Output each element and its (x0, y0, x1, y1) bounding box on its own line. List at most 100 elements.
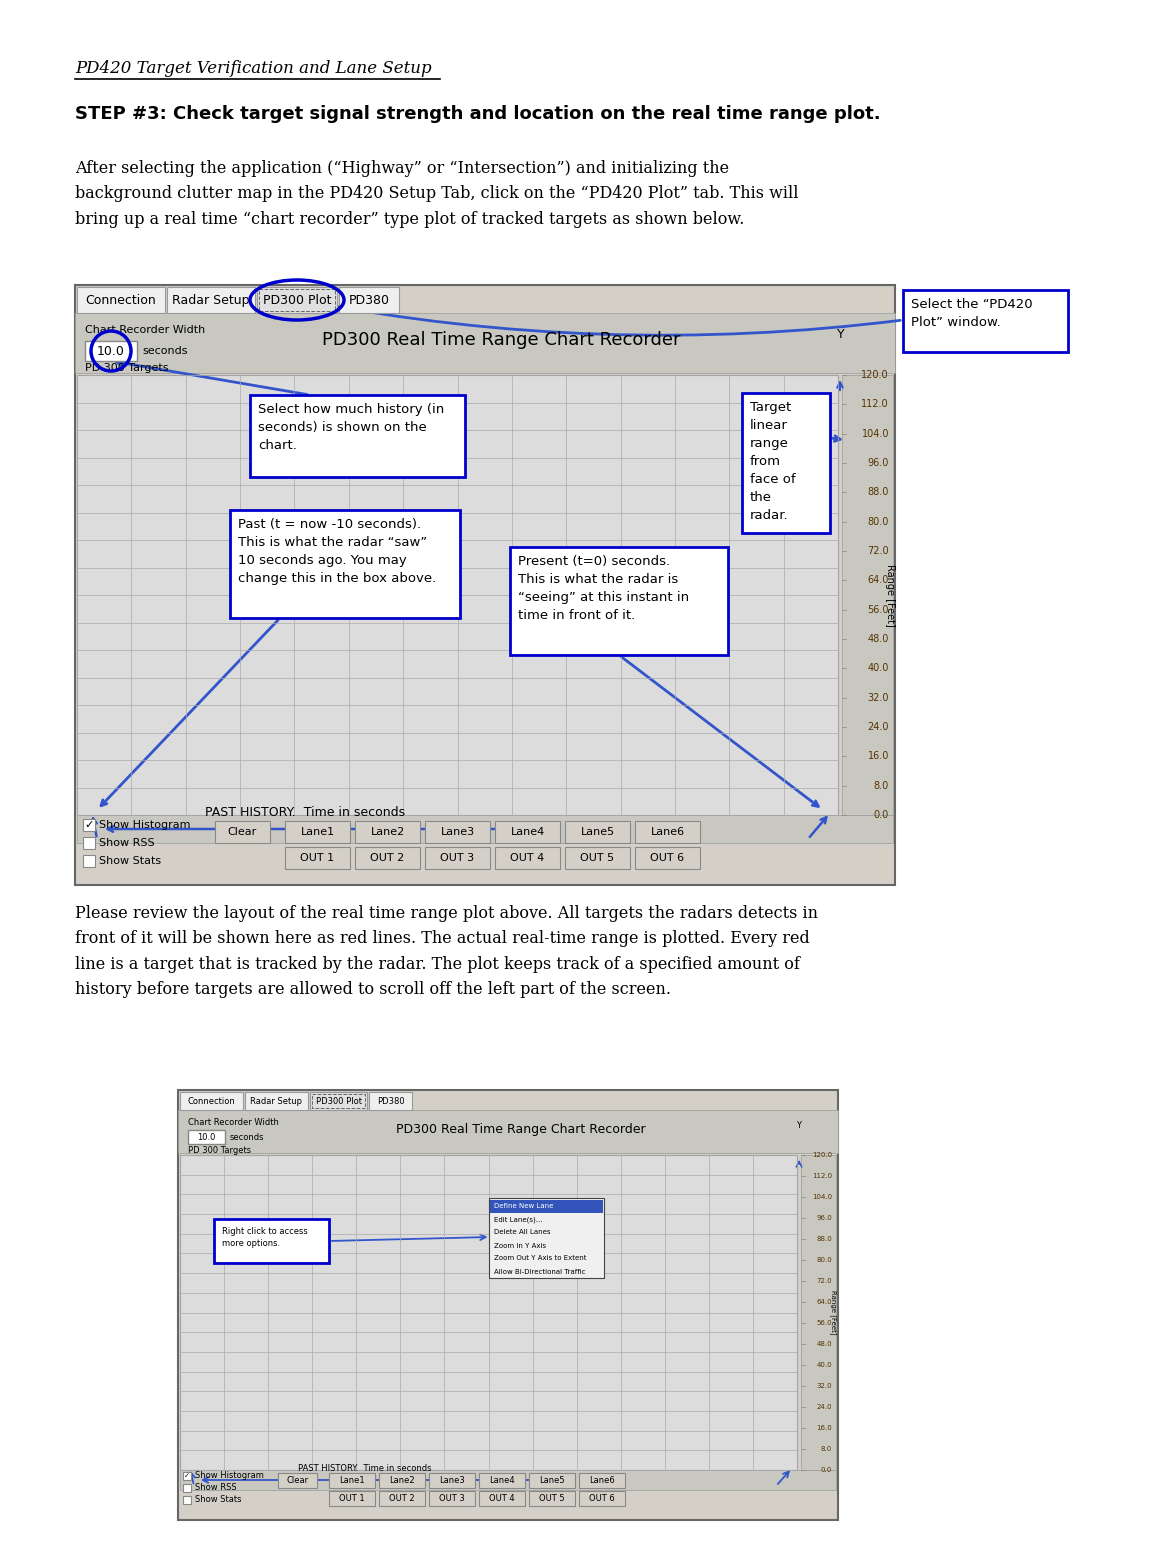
Bar (167, 287, 255, 313)
Text: Lane4: Lane4 (490, 1476, 515, 1485)
Text: 112.0: 112.0 (812, 1173, 832, 1179)
Text: 10.0: 10.0 (97, 344, 124, 358)
Text: 72.0: 72.0 (816, 1278, 832, 1284)
Bar (635, 847, 700, 869)
Text: Lane2: Lane2 (390, 1476, 414, 1485)
Text: 0.0: 0.0 (873, 810, 889, 819)
Bar (479, 1473, 525, 1489)
Bar (183, 1496, 191, 1504)
Bar (278, 1473, 317, 1489)
Text: OUT 3: OUT 3 (440, 853, 474, 863)
Text: OUT 1: OUT 1 (339, 1493, 365, 1503)
Text: Radar Setup: Radar Setup (250, 1097, 303, 1106)
Text: 48.0: 48.0 (868, 634, 889, 644)
Bar (490, 1200, 602, 1213)
Bar (178, 1090, 838, 1520)
Text: Target
linear
range
from
face of
the
radar.: Target linear range from face of the rad… (750, 401, 796, 522)
Bar (180, 1156, 797, 1470)
Bar (180, 1092, 243, 1111)
Text: 80.0: 80.0 (868, 517, 889, 527)
Bar (77, 287, 166, 313)
Text: 104.0: 104.0 (862, 429, 889, 438)
Bar (495, 847, 560, 869)
Text: 112.0: 112.0 (862, 400, 889, 409)
Bar (312, 1094, 365, 1108)
Text: OUT 4: OUT 4 (490, 1493, 515, 1503)
Text: Zoom In Y Axis: Zoom In Y Axis (493, 1242, 546, 1248)
Text: 8.0: 8.0 (873, 781, 889, 790)
Bar (329, 1492, 375, 1506)
Bar (488, 1197, 603, 1278)
Bar (83, 855, 95, 867)
Text: Range [Feet]: Range [Feet] (885, 564, 895, 626)
Bar (183, 1472, 191, 1479)
Bar (379, 1473, 425, 1489)
Text: 96.0: 96.0 (868, 459, 889, 468)
Text: Y: Y (796, 1120, 801, 1129)
Bar (245, 1092, 308, 1111)
Bar (635, 821, 700, 843)
Text: 10.0: 10.0 (197, 1132, 216, 1142)
Text: 120.0: 120.0 (862, 370, 889, 380)
Bar (565, 847, 630, 869)
Text: OUT 1: OUT 1 (301, 853, 335, 863)
Text: PD300 Real Time Range Chart Recorder: PD300 Real Time Range Chart Recorder (322, 331, 681, 349)
Bar (339, 287, 399, 313)
Bar (250, 395, 465, 477)
Bar (230, 510, 460, 618)
Bar (285, 847, 350, 869)
Bar (495, 821, 560, 843)
Text: OUT 6: OUT 6 (650, 853, 684, 863)
Text: PD 300 Targets: PD 300 Targets (188, 1146, 251, 1156)
Bar (510, 547, 728, 655)
Text: Show Stats: Show Stats (99, 857, 161, 866)
Bar (75, 313, 895, 373)
Text: 96.0: 96.0 (816, 1214, 832, 1221)
Text: 88.0: 88.0 (816, 1236, 832, 1242)
Text: PD300 Real Time Range Chart Recorder: PD300 Real Time Range Chart Recorder (397, 1123, 646, 1135)
Bar (183, 1484, 191, 1492)
Bar (355, 821, 420, 843)
Text: Present (t=0) seconds.
This is what the radar is
“seeing” at this instant in
tim: Present (t=0) seconds. This is what the … (518, 555, 689, 623)
Bar (85, 341, 137, 361)
Text: Allow Bi-Directional Traffic: Allow Bi-Directional Traffic (493, 1269, 585, 1275)
Text: OUT 2: OUT 2 (370, 853, 405, 863)
Text: Show RSS: Show RSS (99, 838, 155, 847)
Text: Radar Setup: Radar Setup (173, 293, 250, 307)
Text: 56.0: 56.0 (816, 1320, 832, 1326)
Text: Chart Recorder Width: Chart Recorder Width (188, 1118, 279, 1128)
Bar (579, 1473, 625, 1489)
Text: 120.0: 120.0 (812, 1152, 832, 1159)
Text: PD300 Plot: PD300 Plot (316, 1097, 362, 1106)
Text: ✓: ✓ (184, 1473, 190, 1479)
Text: PD380: PD380 (377, 1097, 404, 1106)
Text: Lane2: Lane2 (370, 827, 405, 836)
Bar (214, 1219, 329, 1262)
Text: Chart Recorder Width: Chart Recorder Width (85, 325, 205, 335)
Text: 80.0: 80.0 (816, 1256, 832, 1262)
Text: 64.0: 64.0 (868, 575, 889, 586)
Text: Lane1: Lane1 (301, 827, 335, 836)
Bar (565, 821, 630, 843)
Text: PD380: PD380 (349, 293, 390, 307)
Text: Select the “PD420
Plot” window.: Select the “PD420 Plot” window. (911, 297, 1033, 328)
Text: 16.0: 16.0 (868, 751, 889, 761)
Text: OUT 3: OUT 3 (439, 1493, 465, 1503)
Text: Clear: Clear (286, 1476, 309, 1485)
Text: seconds: seconds (142, 345, 188, 356)
Text: PAST HISTORY.  Time in seconds: PAST HISTORY. Time in seconds (205, 805, 405, 819)
Text: Delete All Lanes: Delete All Lanes (493, 1230, 549, 1236)
Text: Lane4: Lane4 (511, 827, 545, 836)
Text: PAST HISTORY.  Time in seconds: PAST HISTORY. Time in seconds (298, 1464, 432, 1473)
Text: Past (t = now -10 seconds).
This is what the radar “saw”
10 seconds ago. You may: Past (t = now -10 seconds). This is what… (238, 517, 437, 586)
Text: Clear: Clear (228, 827, 257, 836)
Text: PD300 Plot: PD300 Plot (263, 293, 331, 307)
Text: 32.0: 32.0 (868, 692, 889, 703)
Bar (180, 1470, 836, 1490)
Bar (310, 1092, 367, 1111)
Text: STEP #3: Check target signal strength and location on the real time range plot.: STEP #3: Check target signal strength an… (75, 105, 880, 122)
Text: Show Stats: Show Stats (195, 1495, 242, 1504)
Bar (379, 1492, 425, 1506)
Text: 88.0: 88.0 (868, 488, 889, 497)
Bar (369, 1092, 412, 1111)
